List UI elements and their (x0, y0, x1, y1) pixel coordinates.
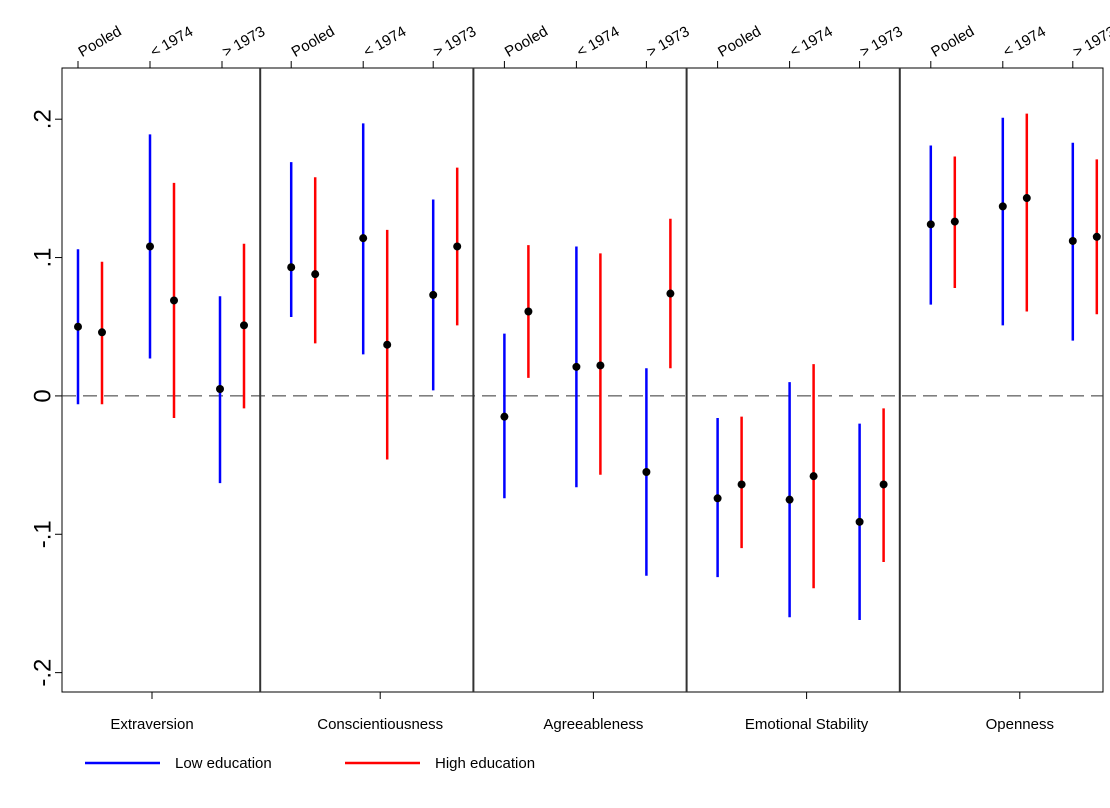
point-estimate (170, 296, 178, 305)
x-tick-label: Openness (986, 716, 1054, 733)
point-estimate (524, 307, 533, 316)
point-estimate (785, 495, 794, 504)
point-estimate (737, 480, 746, 489)
point-estimate (216, 384, 224, 393)
group-label: < 1974 (1000, 23, 1049, 61)
group-label: > 1973 (219, 23, 268, 61)
point-estimate (453, 242, 462, 251)
point-estimate (500, 412, 509, 421)
point-estimate (572, 362, 581, 371)
x-tick-label: Agreeableness (543, 716, 643, 733)
point-estimate (311, 270, 320, 279)
y-tick-label: -.1 (29, 520, 56, 548)
y-tick-label: -.2 (29, 659, 56, 687)
legend-label: High education (435, 755, 535, 772)
plot-frame (61, 67, 1104, 693)
group-label: Pooled (715, 23, 764, 61)
point-estimate (998, 202, 1007, 211)
point-estimate (879, 480, 888, 489)
group-label: < 1974 (574, 23, 623, 61)
point-estimate (240, 321, 248, 330)
point-estimate (950, 217, 959, 226)
point-estimate (1068, 236, 1077, 245)
y-tick-label: .1 (29, 248, 56, 268)
group-label: > 1973 (431, 23, 480, 61)
point-estimate (429, 290, 438, 299)
point-estimate (287, 263, 296, 272)
point-estimate (926, 220, 935, 229)
point-estimate (855, 517, 864, 526)
y-tick-label: .2 (29, 109, 56, 129)
x-tick-label: Extraversion (110, 716, 193, 733)
group-label: > 1973 (1070, 23, 1110, 61)
point-estimate (383, 340, 392, 349)
point-estimate (809, 472, 818, 481)
legend-label: Low education (175, 755, 272, 772)
group-label: > 1973 (857, 23, 906, 61)
group-label: > 1973 (644, 23, 693, 61)
point-estimate (74, 322, 82, 331)
point-estimate (98, 328, 106, 337)
point-estimate (1092, 232, 1101, 241)
group-label: Pooled (289, 23, 338, 61)
point-estimate (1022, 194, 1031, 203)
group-label: < 1974 (787, 23, 836, 61)
point-estimate (642, 468, 651, 477)
point-estimate (596, 361, 605, 370)
group-label: Pooled (75, 23, 124, 61)
point-estimate (146, 242, 154, 251)
point-estimate (666, 289, 675, 298)
x-tick-label: Conscientiousness (317, 716, 443, 733)
point-estimate (713, 494, 722, 503)
y-tick-label: 0 (29, 389, 56, 402)
x-tick-label: Emotional Stability (745, 716, 869, 733)
group-label: Pooled (928, 23, 977, 61)
group-label: Pooled (502, 23, 551, 61)
point-estimate (359, 234, 368, 243)
group-label: < 1974 (361, 23, 410, 61)
group-label: < 1974 (147, 23, 196, 61)
